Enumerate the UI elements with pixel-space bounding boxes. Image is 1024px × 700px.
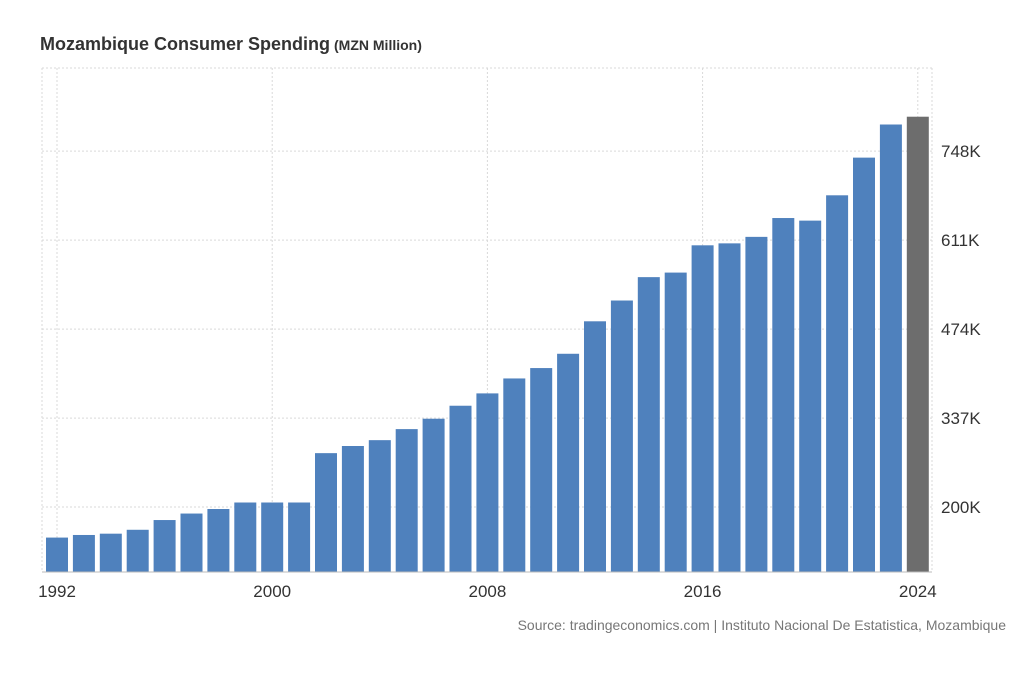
y-tick-label: 474K — [941, 320, 981, 339]
bar — [826, 195, 849, 573]
x-tick-label: 2016 — [684, 582, 722, 601]
bar — [99, 533, 122, 572]
bar — [691, 245, 714, 573]
chart-unit: (MZN Million) — [334, 37, 422, 53]
bar — [637, 277, 660, 572]
bar — [449, 405, 472, 572]
bar — [879, 124, 902, 572]
bar — [153, 520, 176, 572]
bar — [261, 502, 284, 572]
x-tick-label: 1992 — [38, 582, 76, 601]
y-tick-label: 337K — [941, 409, 981, 428]
x-tick-label: 2024 — [899, 582, 937, 601]
bar — [557, 353, 580, 572]
y-tick-label: 748K — [941, 142, 981, 161]
bar — [530, 368, 553, 572]
bar — [772, 218, 795, 572]
bar — [610, 300, 633, 572]
bar — [664, 272, 687, 572]
bar — [72, 534, 95, 572]
bar — [234, 502, 257, 572]
bar — [207, 509, 230, 572]
y-tick-label: 200K — [941, 498, 981, 517]
bar — [584, 321, 606, 572]
bar — [341, 446, 364, 572]
x-tick-label: 2000 — [253, 582, 291, 601]
x-tick-label: 2008 — [468, 582, 506, 601]
bar-latest — [906, 116, 929, 573]
bar — [395, 429, 418, 572]
bar — [315, 453, 337, 572]
bar — [180, 513, 203, 572]
chart-title: Mozambique Consumer Spending (MZN Million… — [40, 34, 422, 55]
bar — [503, 378, 526, 572]
bar — [288, 502, 311, 572]
y-tick-label: 611K — [941, 231, 980, 250]
chart-title-text: Mozambique Consumer Spending — [40, 34, 331, 54]
bar — [799, 220, 822, 573]
bar — [853, 157, 875, 573]
bar — [718, 243, 741, 572]
bar — [476, 393, 499, 572]
bar — [46, 537, 68, 572]
bar — [745, 236, 768, 573]
bar — [368, 440, 391, 572]
bar — [126, 529, 149, 572]
bar — [422, 418, 445, 572]
source-note: Source: tradingeconomics.com | Instituto… — [517, 617, 1006, 633]
